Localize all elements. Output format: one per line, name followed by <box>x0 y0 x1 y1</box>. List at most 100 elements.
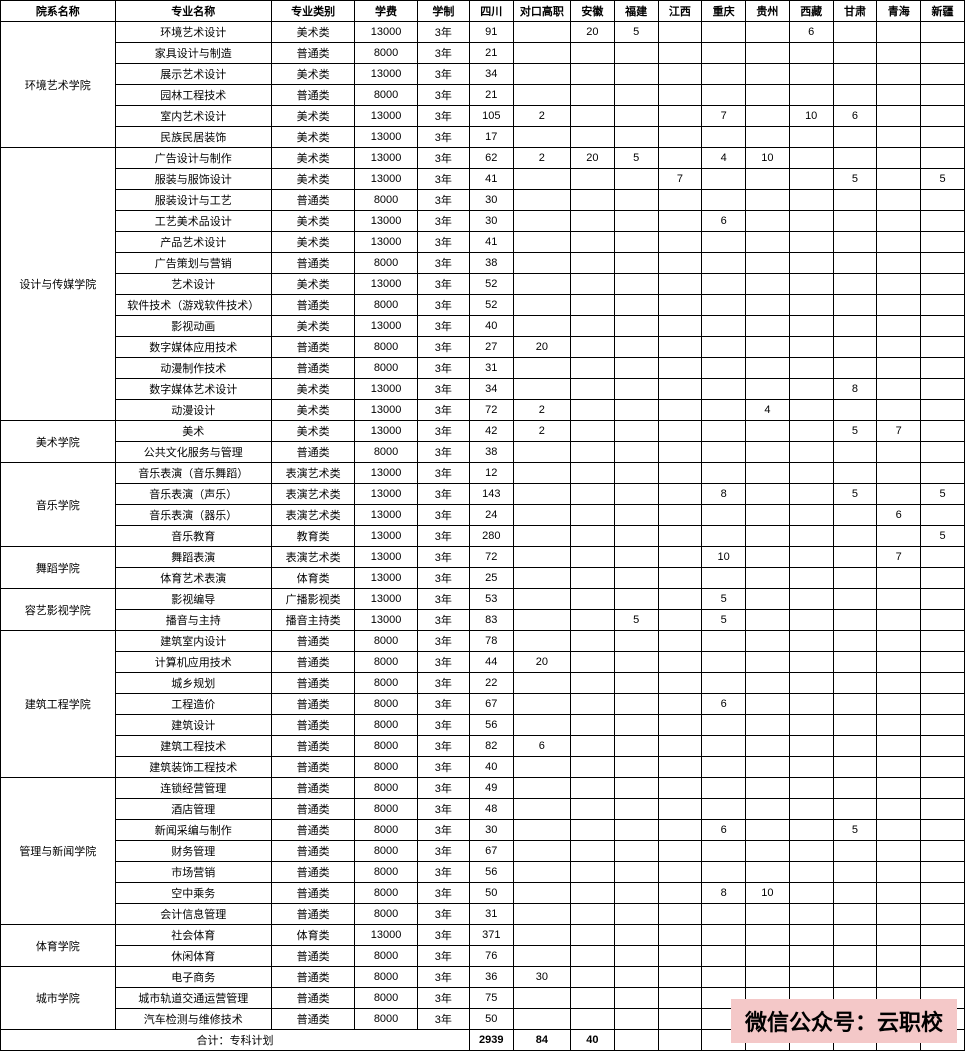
value-cell <box>658 925 702 946</box>
value-cell <box>877 169 921 190</box>
value-cell <box>658 715 702 736</box>
fee-cell: 8000 <box>355 799 418 820</box>
header-province: 甘肃 <box>833 1 877 22</box>
value-cell <box>702 778 746 799</box>
value-cell <box>658 106 702 127</box>
value-cell <box>513 484 570 505</box>
value-cell <box>513 442 570 463</box>
value-cell <box>833 925 877 946</box>
value-cell <box>833 253 877 274</box>
value-cell <box>877 442 921 463</box>
value-cell <box>877 253 921 274</box>
type-cell: 普通类 <box>271 736 354 757</box>
value-cell <box>513 232 570 253</box>
value-cell <box>513 715 570 736</box>
major-cell: 体育艺术表演 <box>115 568 271 589</box>
value-cell <box>921 883 965 904</box>
value-cell <box>658 463 702 484</box>
value-cell <box>614 757 658 778</box>
duration-cell: 3年 <box>417 190 469 211</box>
duration-cell: 3年 <box>417 274 469 295</box>
value-cell: 82 <box>469 736 513 757</box>
value-cell <box>658 190 702 211</box>
value-cell <box>513 862 570 883</box>
value-cell <box>746 631 790 652</box>
value-cell <box>877 148 921 169</box>
value-cell <box>746 484 790 505</box>
value-cell <box>789 43 833 64</box>
value-cell <box>658 85 702 106</box>
fee-cell: 13000 <box>355 463 418 484</box>
duration-cell: 3年 <box>417 715 469 736</box>
value-cell <box>702 673 746 694</box>
duration-cell: 3年 <box>417 610 469 631</box>
value-cell <box>513 589 570 610</box>
table-row: 舞蹈学院舞蹈表演表演艺术类130003年72107 <box>1 547 965 568</box>
value-cell <box>570 211 614 232</box>
value-cell <box>746 232 790 253</box>
value-cell <box>789 526 833 547</box>
duration-cell: 3年 <box>417 757 469 778</box>
value-cell: 105 <box>469 106 513 127</box>
type-cell: 美术类 <box>271 232 354 253</box>
value-cell <box>746 169 790 190</box>
value-cell <box>877 946 921 967</box>
header-province: 安徽 <box>570 1 614 22</box>
value-cell <box>921 862 965 883</box>
value-cell <box>833 841 877 862</box>
value-cell <box>570 673 614 694</box>
dept-cell: 城市学院 <box>1 967 116 1030</box>
value-cell <box>921 400 965 421</box>
value-cell <box>789 211 833 232</box>
value-cell <box>746 295 790 316</box>
type-cell: 普通类 <box>271 841 354 862</box>
value-cell <box>570 883 614 904</box>
fee-cell: 8000 <box>355 778 418 799</box>
value-cell <box>877 379 921 400</box>
value-cell <box>789 295 833 316</box>
value-cell <box>789 463 833 484</box>
value-cell <box>746 526 790 547</box>
fee-cell: 8000 <box>355 862 418 883</box>
value-cell <box>746 967 790 988</box>
value-cell <box>513 64 570 85</box>
duration-cell: 3年 <box>417 127 469 148</box>
value-cell <box>877 610 921 631</box>
value-cell <box>833 190 877 211</box>
table-row: 休闲体育普通类80003年76 <box>1 946 965 967</box>
value-cell <box>702 505 746 526</box>
value-cell: 40 <box>469 757 513 778</box>
table-row: 体育艺术表演体育类130003年25 <box>1 568 965 589</box>
value-cell <box>570 505 614 526</box>
value-cell <box>833 22 877 43</box>
fee-cell: 8000 <box>355 946 418 967</box>
value-cell <box>614 694 658 715</box>
type-cell: 普通类 <box>271 820 354 841</box>
value-cell <box>921 106 965 127</box>
value-cell <box>746 379 790 400</box>
value-cell <box>921 841 965 862</box>
value-cell <box>570 295 614 316</box>
value-cell <box>614 484 658 505</box>
value-cell <box>658 610 702 631</box>
value-cell <box>658 232 702 253</box>
enrollment-plan-table: 院系名称 专业名称 专业类别 学费 学制 四川 对口高职 安徽 福建 江西 重庆… <box>0 0 965 1051</box>
duration-cell: 3年 <box>417 421 469 442</box>
type-cell: 体育类 <box>271 925 354 946</box>
value-cell: 30 <box>469 190 513 211</box>
value-cell: 4 <box>746 400 790 421</box>
value-cell <box>833 652 877 673</box>
value-cell: 10 <box>746 883 790 904</box>
value-cell <box>746 652 790 673</box>
value-cell <box>833 442 877 463</box>
value-cell <box>877 106 921 127</box>
value-cell <box>702 316 746 337</box>
value-cell <box>921 778 965 799</box>
major-cell: 酒店管理 <box>115 799 271 820</box>
major-cell: 空中乘务 <box>115 883 271 904</box>
value-cell <box>833 673 877 694</box>
value-cell <box>614 358 658 379</box>
value-cell <box>570 631 614 652</box>
value-cell <box>702 799 746 820</box>
table-row: 工艺美术品设计美术类130003年306 <box>1 211 965 232</box>
